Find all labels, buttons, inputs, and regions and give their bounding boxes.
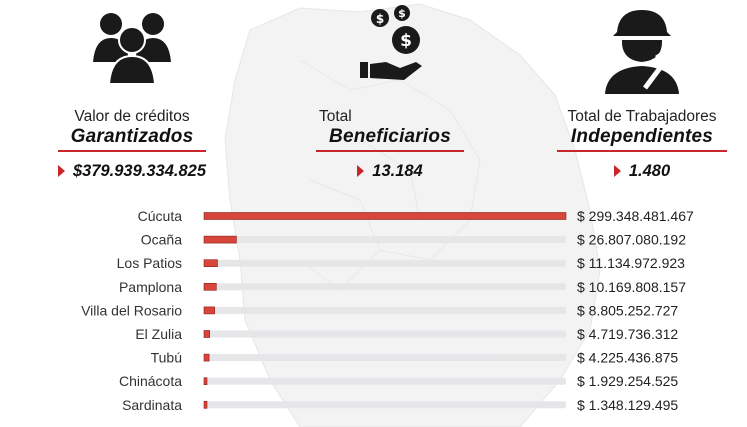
bar: [203, 400, 208, 409]
worker-hardhat-icon: [605, 10, 679, 94]
category-label: Tubú: [151, 350, 182, 366]
bar-track: [204, 377, 566, 385]
bar: [203, 212, 567, 220]
bar-track: [204, 306, 566, 314]
stat-emphasis: Independientes: [570, 126, 714, 147]
triangle-bullet-icon: [357, 165, 365, 177]
stat-value: 1.480: [527, 161, 747, 181]
category-label: Los Patios: [117, 255, 182, 271]
triangle-bullet-icon: [57, 165, 65, 177]
stat-emphasis: Beneficiarios: [329, 126, 451, 147]
stat-underline: [557, 150, 727, 152]
value-label: $ 8.805.252.727: [577, 302, 678, 318]
value-label: $ 4.719.736.312: [577, 326, 678, 342]
stat-independientes: Total de Trabajadores Independientes 1.4…: [527, 0, 747, 181]
value-label: $ 299.348.481.467: [577, 208, 694, 224]
category-label: Pamplona: [119, 279, 182, 295]
bar-track: [204, 236, 566, 244]
stat-beneficiarios: $ $ $ Total Beneficiarios 13.184: [275, 0, 505, 181]
bar: [203, 330, 211, 338]
bar-track: [204, 283, 566, 291]
category-label: Cúcuta: [138, 208, 183, 224]
value-label: $ 1.929.254.525: [577, 373, 678, 389]
stat-value: $379.939.334.825: [17, 161, 247, 181]
bar-track: [204, 330, 566, 338]
hand-coins-icon: $ $ $: [360, 5, 422, 80]
category-label: Villa del Rosario: [81, 302, 182, 318]
value-label: $ 26.807.080.192: [577, 232, 686, 248]
people-group-icon: [93, 13, 171, 84]
stat-underline: [316, 150, 464, 152]
triangle-bullet-icon: [613, 165, 621, 177]
stat-label: Valor de créditos: [74, 108, 190, 125]
bar: [203, 353, 210, 362]
value-label: $ 11.134.972.923: [577, 255, 685, 271]
bar: [203, 259, 218, 268]
category-label: El Zulia: [135, 326, 182, 342]
stat-emphasis: Garantizados: [70, 126, 194, 147]
category-label: Chinácota: [119, 373, 182, 389]
category-label: Ocaña: [141, 232, 182, 248]
stat-value: 13.184: [275, 161, 505, 181]
bar-track: [204, 401, 566, 409]
stat-label: Total de Trabajadores: [567, 108, 717, 125]
svg-text:$: $: [376, 12, 384, 26]
svg-text:$: $: [400, 31, 412, 51]
category-label: Sardinata: [122, 397, 182, 413]
bar: [203, 377, 208, 386]
bar: [203, 282, 217, 291]
bar: [203, 306, 215, 315]
stat-creditos: Valor de créditos Garantizados $379.939.…: [17, 0, 247, 181]
bar-track: [204, 259, 566, 267]
bar-track: [204, 354, 566, 362]
svg-text:$: $: [398, 7, 406, 20]
stat-label: Total: [319, 108, 352, 125]
value-label: $ 4.225.436.875: [577, 350, 678, 366]
value-label: $ 1.348.129.495: [577, 397, 678, 413]
bar: [203, 235, 237, 244]
value-label: $ 10.169.808.157: [577, 279, 686, 295]
stat-underline: [58, 150, 206, 152]
